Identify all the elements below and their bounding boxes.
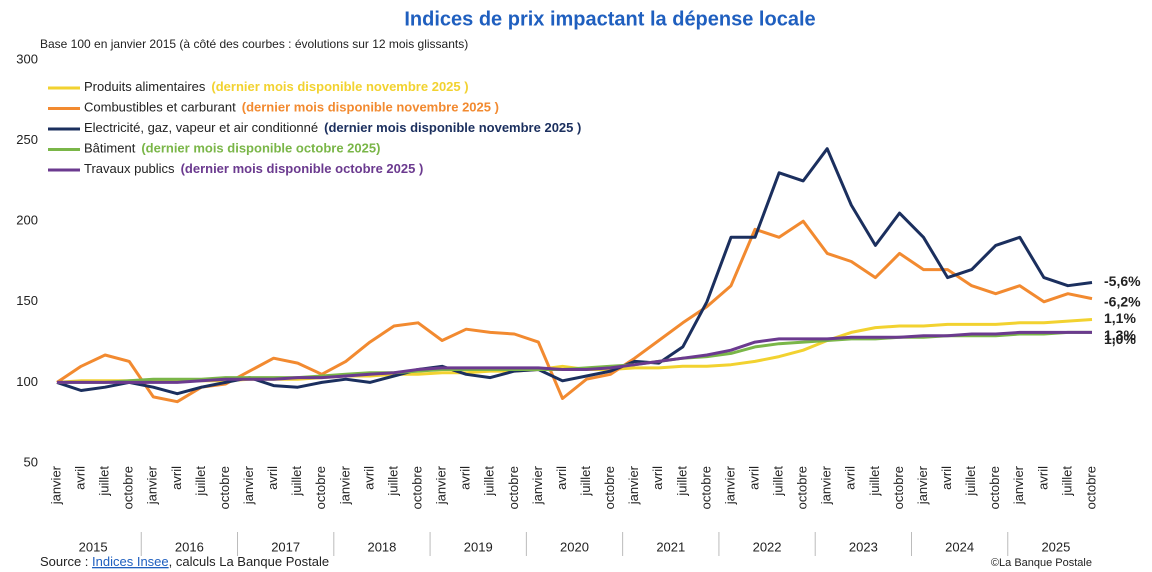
y-tick-label: 100	[16, 374, 38, 389]
source-link[interactable]: Indices Insee	[92, 554, 169, 569]
x-tick-label: janvier	[626, 465, 641, 505]
year-label: 2016	[175, 539, 204, 554]
x-tick-label: janvier	[48, 465, 63, 505]
year-label: 2020	[560, 539, 589, 554]
year-label: 2017	[271, 539, 300, 554]
source: Source : Indices Insee, calculs La Banqu…	[40, 554, 329, 569]
credit: ©La Banque Postale	[991, 557, 1092, 569]
x-tick-label: avril	[746, 466, 761, 490]
x-tick-label: avril	[650, 466, 665, 490]
x-tick-label: janvier	[530, 465, 545, 505]
x-tick-label: avril	[1035, 466, 1050, 490]
x-tick-label: octobre	[409, 466, 424, 509]
year-label: 2019	[464, 539, 493, 554]
x-tick-label: juillet	[771, 466, 786, 497]
end-label: 1,0%	[1104, 331, 1136, 347]
x-tick-label: avril	[939, 466, 954, 490]
x-tick-label: juillet	[97, 466, 112, 497]
x-tick-label: juillet	[193, 466, 208, 497]
x-tick-label: octobre	[313, 466, 328, 509]
end-label: 1,1%	[1104, 310, 1136, 326]
x-tick-label: octobre	[1083, 466, 1098, 509]
legend-name: Electricité, gaz, vapeur et air conditio…	[84, 120, 318, 135]
x-tick-label: janvier	[722, 465, 737, 505]
x-tick-label: octobre	[795, 466, 810, 509]
x-tick-label: janvier	[1011, 465, 1026, 505]
y-tick-label: 200	[16, 213, 38, 228]
x-tick-label: avril	[843, 466, 858, 490]
x-tick-label: juillet	[578, 466, 593, 497]
x-tick-label: juillet	[963, 466, 978, 497]
x-tick-label: janvier	[337, 465, 352, 505]
legend-note: (dernier mois disponible novembre 2025 )	[242, 100, 499, 115]
source-suffix: , calculs La Banque Postale	[169, 554, 329, 569]
x-tick-label: avril	[265, 466, 280, 490]
x-tick-label: juillet	[867, 466, 882, 497]
year-label: 2025	[1041, 539, 1070, 554]
year-label: 2015	[79, 539, 108, 554]
x-tick-label: juillet	[289, 466, 304, 497]
legend-name: Produits alimentaires	[84, 79, 206, 94]
x-tick-label: avril	[169, 466, 184, 490]
series-line	[56, 147, 1093, 396]
series-line	[56, 219, 1093, 404]
legend-entry: Bâtiment (dernier mois disponible octobre…	[84, 141, 380, 156]
x-tick-label: octobre	[121, 466, 136, 509]
series-line	[57, 330, 1092, 384]
legend-note: (dernier mois disponible octobre 2025 )	[181, 161, 424, 176]
legend-name: Travaux publics	[84, 161, 175, 176]
y-tick-label: 150	[16, 293, 38, 308]
year-label: 2018	[367, 539, 396, 554]
legend-note: (dernier mois disponible octobre 2025)	[141, 141, 380, 156]
x-tick-label: octobre	[217, 466, 232, 509]
x-tick-label: janvier	[434, 465, 449, 505]
legend-note: (dernier mois disponible novembre 2025 )	[324, 120, 581, 135]
x-tick-label: octobre	[602, 466, 617, 509]
y-tick-label: 300	[16, 51, 38, 66]
x-tick-label: octobre	[698, 466, 713, 509]
x-tick-label: avril	[554, 466, 569, 490]
y-tick-label: 250	[16, 132, 38, 147]
x-tick-label: janvier	[915, 465, 930, 505]
x-tick-label: avril	[73, 466, 88, 490]
x-tick-label: juillet	[1059, 466, 1074, 497]
year-label: 2023	[849, 539, 878, 554]
year-label: 2022	[753, 539, 782, 554]
legend-entry: Electricité, gaz, vapeur et air conditio…	[84, 120, 581, 135]
legend-note: (dernier mois disponible novembre 2025 )	[211, 79, 468, 94]
chart-title: Indices de prix impactant la dépense loc…	[404, 8, 815, 30]
source-prefix: Source :	[40, 554, 92, 569]
series-line	[57, 330, 1092, 384]
legend-name: Combustibles et carburant	[84, 100, 236, 115]
x-tick-label: avril	[361, 466, 376, 490]
x-tick-label: octobre	[506, 466, 521, 509]
x-tick-label: octobre	[891, 466, 906, 509]
legend-name: Bâtiment	[84, 141, 136, 156]
legend-entry: Combustibles et carburant (dernier mois d…	[84, 100, 499, 115]
legend-entry: Travaux publics (dernier mois disponible …	[84, 161, 423, 176]
legend-entry: Produits alimentaires (dernier mois dispo…	[84, 79, 469, 94]
x-tick-label: juillet	[482, 466, 497, 497]
year-label: 2024	[945, 539, 974, 554]
x-tick-label: janvier	[819, 465, 834, 505]
end-label: 1,3%	[1104, 327, 1136, 343]
x-tick-label: juillet	[674, 466, 689, 497]
y-tick-label: 50	[24, 454, 38, 469]
x-tick-label: avril	[458, 466, 473, 490]
subtitle: Base 100 en janvier 2015 (à côté des cou…	[40, 37, 468, 51]
series-line	[56, 318, 1093, 384]
end-label: -6,2%	[1104, 293, 1141, 309]
x-tick-label: octobre	[987, 466, 1002, 509]
x-tick-label: janvier	[241, 465, 256, 505]
x-tick-label: juillet	[385, 466, 400, 497]
year-label: 2021	[656, 539, 685, 554]
end-label: -5,6%	[1104, 273, 1141, 289]
x-tick-label: janvier	[145, 465, 160, 505]
